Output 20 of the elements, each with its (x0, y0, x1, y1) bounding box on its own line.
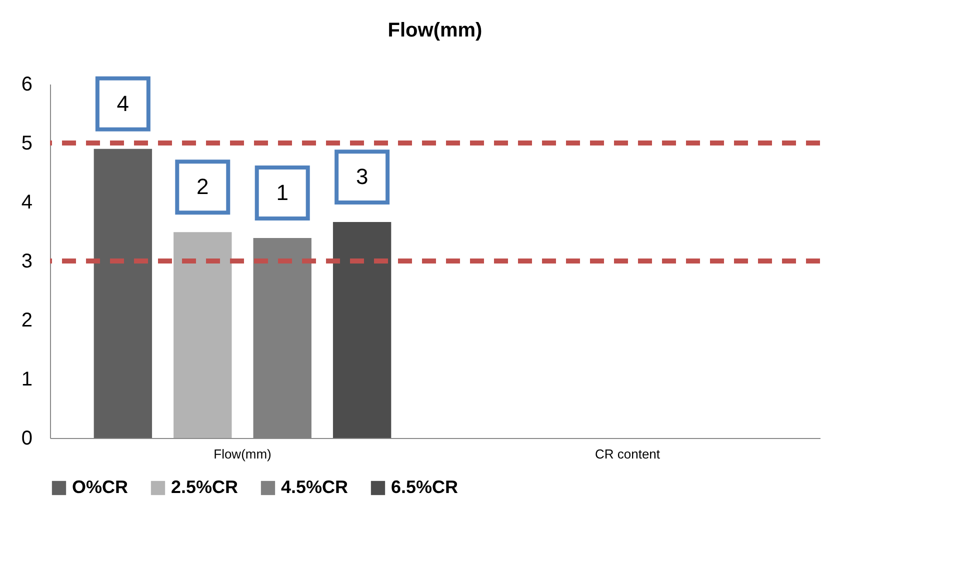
legend-label: 2.5%CR (171, 477, 238, 497)
y-tick-label: 0 (21, 428, 32, 450)
bar (332, 222, 392, 438)
legend-label: 6.5%CR (391, 477, 458, 497)
y-tick-label: 4 (21, 192, 32, 214)
annotation: 2 (196, 174, 209, 200)
bar (174, 232, 232, 438)
y-tick-label: 1 (21, 368, 32, 390)
legend-label: O%CR (72, 477, 128, 497)
x-tick-label: CR content (594, 446, 660, 462)
annotation: 1 (276, 180, 288, 205)
chart-title: Flow(mm) (388, 19, 482, 42)
y-tick-label: 2 (21, 310, 32, 332)
annotation: 3 (356, 164, 368, 190)
y-tick-label: 3 (21, 250, 32, 272)
bar (94, 148, 152, 438)
y-tick-label: 5 (21, 132, 32, 154)
annotation: 4 (116, 90, 130, 116)
legend-label: 4.5%CR (281, 477, 348, 497)
y-tick-label: 6 (21, 74, 32, 96)
